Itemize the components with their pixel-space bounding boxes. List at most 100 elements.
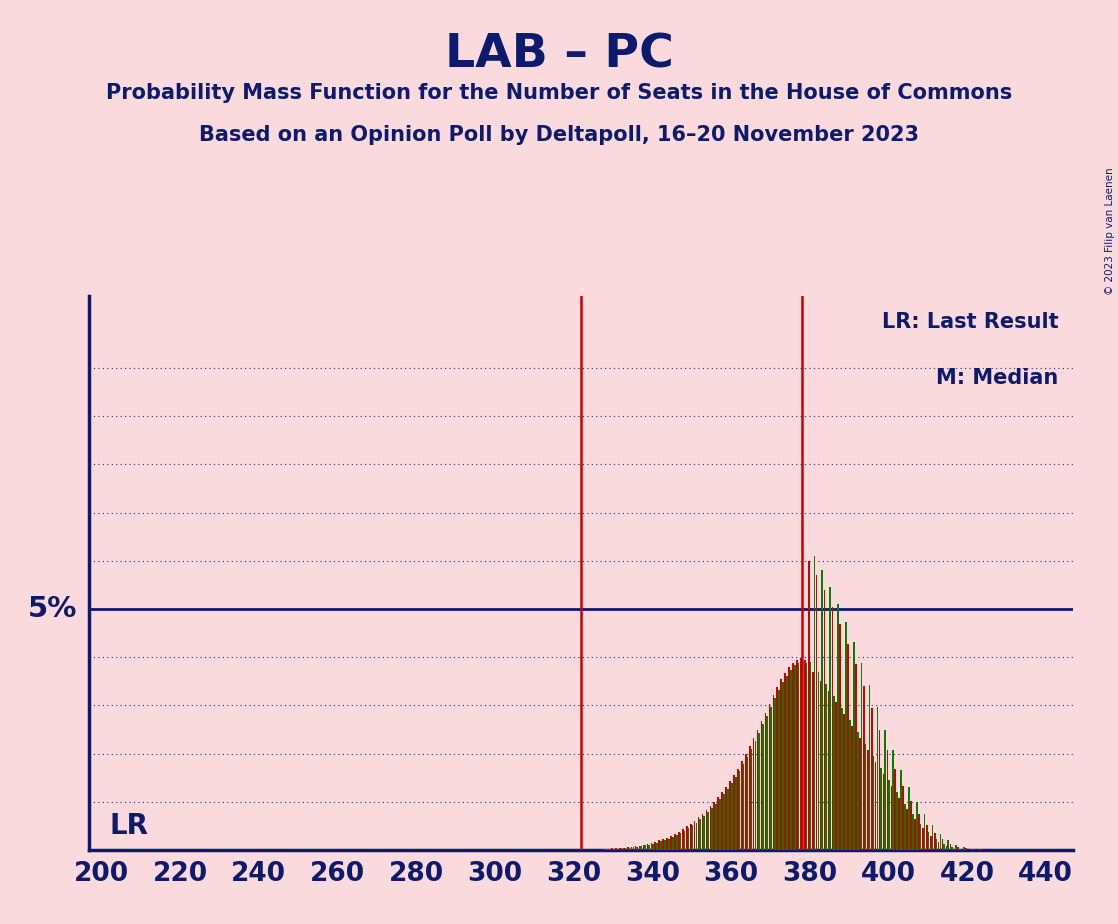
Bar <box>757 730 758 850</box>
Bar <box>627 847 628 850</box>
Bar <box>793 663 794 850</box>
Bar <box>830 588 831 850</box>
Bar <box>908 787 910 850</box>
Bar <box>741 761 742 850</box>
Bar <box>617 848 618 850</box>
Bar <box>628 847 631 850</box>
Bar <box>934 833 936 850</box>
Bar <box>912 814 913 850</box>
Bar <box>874 762 877 850</box>
Bar <box>899 798 900 850</box>
Bar <box>726 787 727 850</box>
Bar <box>832 607 833 850</box>
Bar <box>739 771 740 850</box>
Bar <box>790 670 792 850</box>
Bar <box>762 724 764 850</box>
Bar <box>702 814 703 850</box>
Bar <box>631 846 633 850</box>
Bar <box>615 848 617 850</box>
Bar <box>742 764 745 850</box>
Bar <box>833 696 835 850</box>
Bar <box>907 809 908 850</box>
Bar <box>692 825 693 850</box>
Bar <box>794 665 796 850</box>
Bar <box>817 672 819 850</box>
Bar <box>889 780 890 850</box>
Bar <box>674 833 675 850</box>
Bar <box>955 845 957 850</box>
Bar <box>633 847 634 850</box>
Bar <box>607 848 609 850</box>
Bar <box>680 833 682 850</box>
Bar <box>918 814 920 850</box>
Bar <box>938 843 939 850</box>
Bar <box>871 708 872 850</box>
Bar <box>816 576 817 850</box>
Bar <box>847 644 849 850</box>
Bar <box>965 848 967 850</box>
Bar <box>900 770 902 850</box>
Bar <box>678 832 680 850</box>
Bar <box>672 837 673 850</box>
Bar <box>716 804 717 850</box>
Bar <box>957 846 959 850</box>
Bar <box>947 840 949 850</box>
Bar <box>923 814 926 850</box>
Bar <box>939 833 941 850</box>
Bar <box>866 749 869 850</box>
Bar <box>783 682 784 850</box>
Bar <box>778 690 780 850</box>
Bar <box>864 744 866 850</box>
Bar <box>605 849 607 850</box>
Bar <box>641 846 642 850</box>
Bar <box>884 730 887 850</box>
Text: LR: LR <box>110 812 148 841</box>
Bar <box>698 818 700 850</box>
Bar <box>662 839 664 850</box>
Bar <box>723 794 724 850</box>
Bar <box>664 840 665 850</box>
Bar <box>954 848 955 850</box>
Text: 5%: 5% <box>28 595 77 623</box>
Bar <box>749 747 750 850</box>
Bar <box>973 849 975 850</box>
Bar <box>727 789 729 850</box>
Bar <box>760 722 762 850</box>
Bar <box>752 738 755 850</box>
Bar <box>788 667 790 850</box>
Bar <box>840 625 841 850</box>
Bar <box>651 843 652 850</box>
Bar <box>619 847 620 850</box>
Bar <box>806 663 807 850</box>
Bar <box>735 777 737 850</box>
Bar <box>635 846 636 850</box>
Bar <box>859 737 861 850</box>
Bar <box>667 838 670 850</box>
Bar <box>825 684 827 850</box>
Bar <box>785 673 786 850</box>
Bar <box>643 845 644 850</box>
Bar <box>822 570 823 850</box>
Bar <box>837 604 838 850</box>
Bar <box>902 786 904 850</box>
Bar <box>856 732 859 850</box>
Bar <box>972 848 973 850</box>
Bar <box>636 846 638 850</box>
Bar <box>747 757 748 850</box>
Bar <box>729 781 731 850</box>
Bar <box>916 802 918 850</box>
Bar <box>931 825 934 850</box>
Bar <box>773 696 774 850</box>
Bar <box>891 786 892 850</box>
Bar <box>910 801 912 850</box>
Bar <box>625 848 626 850</box>
Bar <box>656 843 657 850</box>
Bar <box>713 802 716 850</box>
Bar <box>676 835 678 850</box>
Bar <box>613 848 615 850</box>
Bar <box>703 816 705 850</box>
Bar <box>883 774 884 850</box>
Bar <box>915 820 916 850</box>
Bar <box>659 841 660 850</box>
Bar <box>877 708 879 850</box>
